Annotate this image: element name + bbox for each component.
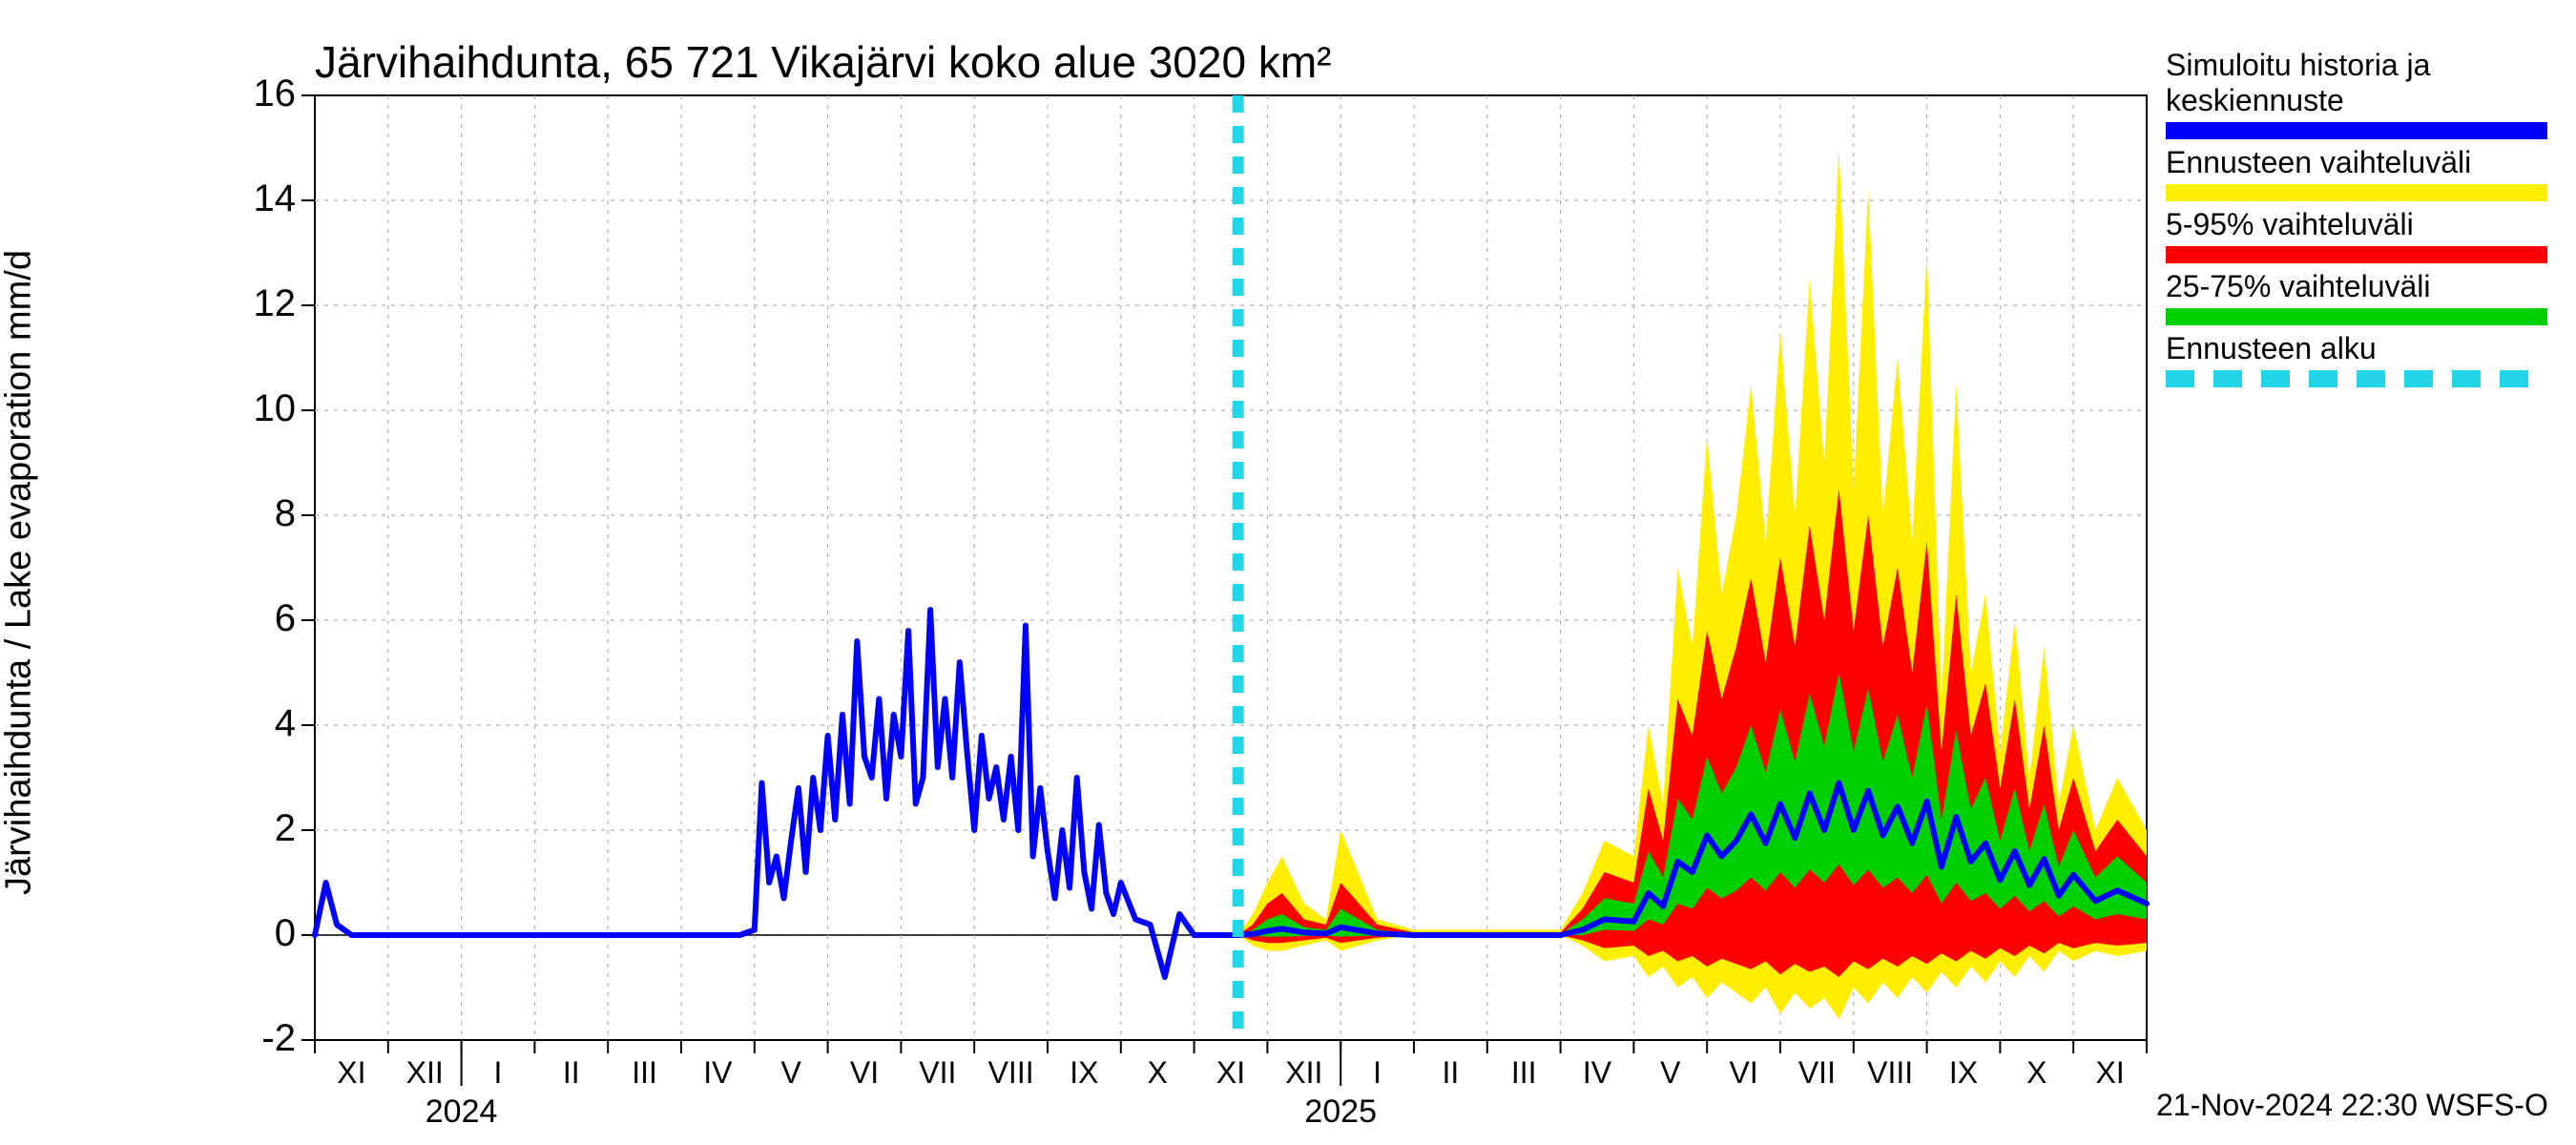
y-tick-label: 10 [200, 387, 296, 430]
y-tick-label: 4 [200, 702, 296, 745]
y-tick-label: 16 [200, 73, 296, 115]
x-tick-label: XII [1285, 1055, 1322, 1091]
legend-swatch [2166, 370, 2547, 387]
y-tick-label: -2 [200, 1017, 296, 1060]
legend-label: Ennusteen vaihteluväli [2166, 145, 2547, 180]
legend-label: Simuloitu historia ja keskiennuste [2166, 48, 2547, 118]
x-tick-label: IX [1070, 1055, 1098, 1091]
legend-item: 25-75% vaihteluväli [2166, 269, 2547, 325]
y-tick-label: 14 [200, 177, 296, 220]
x-tick-label: VIII [1867, 1055, 1913, 1091]
legend-label: 25-75% vaihteluväli [2166, 269, 2547, 304]
x-tick-label: XI [2095, 1055, 2124, 1091]
x-tick-label: XI [1216, 1055, 1245, 1091]
x-tick-label: I [494, 1055, 503, 1091]
x-tick-label: III [1511, 1055, 1537, 1091]
x-tick-label: X [2026, 1055, 2046, 1091]
x-tick-label: VII [1798, 1055, 1836, 1091]
y-tick-label: 12 [200, 282, 296, 325]
x-tick-label: V [1660, 1055, 1680, 1091]
x-tick-label: IX [1949, 1055, 1978, 1091]
x-tick-label: VI [1729, 1055, 1757, 1091]
x-tick-label: XII [406, 1055, 444, 1091]
y-tick-label: 6 [200, 597, 296, 640]
x-tick-label: II [1443, 1055, 1460, 1091]
legend-label: Ennusteen alku [2166, 331, 2547, 366]
x-tick-label: I [1373, 1055, 1381, 1091]
year-label: 2024 [426, 1093, 498, 1131]
y-tick-label: 2 [200, 807, 296, 850]
year-label: 2025 [1304, 1093, 1377, 1131]
legend-swatch [2166, 122, 2547, 139]
legend-label: 5-95% vaihteluväli [2166, 207, 2547, 242]
y-tick-label: 0 [200, 912, 296, 955]
legend-item: Ennusteen vaihteluväli [2166, 145, 2547, 201]
x-tick-label: V [781, 1055, 801, 1091]
legend-swatch [2166, 308, 2547, 325]
legend-swatch [2166, 184, 2547, 201]
legend: Simuloitu historia ja keskiennuste Ennust… [2166, 48, 2547, 393]
x-tick-label: XI [337, 1055, 365, 1091]
legend-item: Ennusteen alku [2166, 331, 2547, 387]
x-tick-label: VI [850, 1055, 879, 1091]
x-tick-label: VII [919, 1055, 956, 1091]
x-tick-label: IV [1583, 1055, 1611, 1091]
legend-item: Simuloitu historia ja keskiennuste [2166, 48, 2547, 139]
x-tick-label: IV [703, 1055, 732, 1091]
y-tick-label: 8 [200, 492, 296, 535]
x-tick-label: VIII [988, 1055, 1034, 1091]
x-tick-label: III [632, 1055, 657, 1091]
footer-timestamp: 21-Nov-2024 22:30 WSFS-O [2156, 1088, 2548, 1123]
x-tick-label: X [1148, 1055, 1168, 1091]
legend-swatch [2166, 246, 2547, 263]
x-tick-label: II [563, 1055, 580, 1091]
legend-item: 5-95% vaihteluväli [2166, 207, 2547, 263]
